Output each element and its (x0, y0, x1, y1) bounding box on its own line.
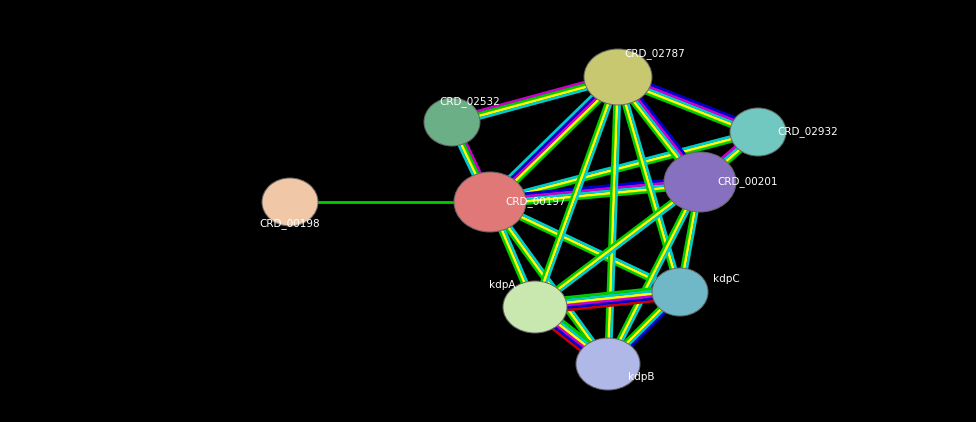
Text: kdpA: kdpA (489, 280, 515, 290)
Ellipse shape (730, 108, 786, 156)
Text: CRD_02787: CRD_02787 (625, 49, 685, 60)
Ellipse shape (503, 281, 567, 333)
Text: kdpC: kdpC (712, 274, 740, 284)
Ellipse shape (584, 49, 652, 105)
Ellipse shape (576, 338, 640, 390)
Text: CRD_00201: CRD_00201 (717, 176, 778, 187)
Text: CRD_02932: CRD_02932 (778, 127, 838, 138)
Text: kdpB: kdpB (628, 372, 654, 382)
Ellipse shape (262, 178, 318, 226)
Ellipse shape (454, 172, 526, 232)
Text: CRD_02532: CRD_02532 (439, 97, 501, 108)
Ellipse shape (652, 268, 708, 316)
Text: CRD_00197: CRD_00197 (506, 197, 566, 208)
Ellipse shape (424, 98, 480, 146)
Text: CRD_00198: CRD_00198 (260, 219, 320, 230)
Ellipse shape (664, 152, 736, 212)
